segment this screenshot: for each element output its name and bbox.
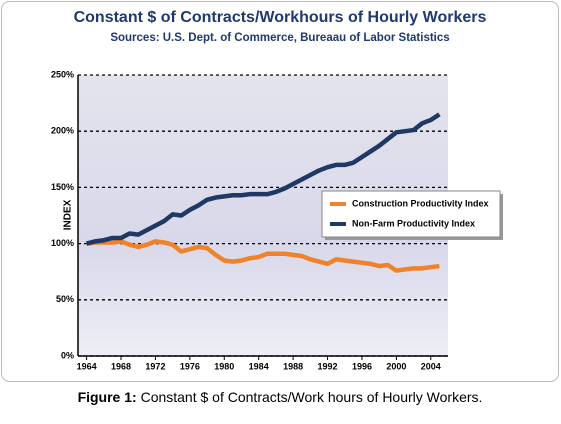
- legend-label: Non-Farm Productivity Index: [352, 218, 475, 228]
- y-tick-label: 100%: [51, 238, 74, 248]
- y-tick-label: 250%: [51, 69, 74, 79]
- x-tick-label: 1996: [352, 361, 372, 371]
- y-tick-label: 0%: [61, 350, 74, 360]
- x-tick-label: 1964: [77, 361, 97, 371]
- x-tick-label: 2004: [421, 361, 441, 371]
- caption-text: Constant $ of Contracts/Work hours of Ho…: [141, 389, 483, 405]
- y-axis-label: INDEX: [63, 199, 74, 230]
- x-tick-label: 1976: [180, 361, 200, 371]
- x-tick-label: 1972: [145, 361, 165, 371]
- caption-label: Figure 1:: [78, 389, 137, 405]
- x-tick-label: 1992: [318, 361, 338, 371]
- y-tick-label: 200%: [51, 126, 74, 136]
- x-tick-label: 2000: [386, 361, 406, 371]
- x-tick-label: 1980: [214, 361, 234, 371]
- legend-label: Construction Productivity Index: [352, 198, 489, 208]
- legend-box: [321, 190, 501, 238]
- x-tick-label: 1968: [111, 361, 131, 371]
- y-tick-label: 150%: [51, 182, 74, 192]
- x-tick-label: 1984: [249, 361, 269, 371]
- x-tick-label: 1988: [283, 361, 303, 371]
- y-tick-label: 50%: [56, 294, 74, 304]
- chart-title: Constant $ of Contracts/Workhours of Hou…: [74, 9, 487, 26]
- chart-subtitle: Sources: U.S. Dept. of Commerce, Bureaau…: [110, 32, 449, 44]
- caption: Figure 1: Constant $ of Contracts/Work h…: [78, 389, 483, 405]
- series-line: [86, 239, 440, 273]
- series-line: [86, 112, 441, 246]
